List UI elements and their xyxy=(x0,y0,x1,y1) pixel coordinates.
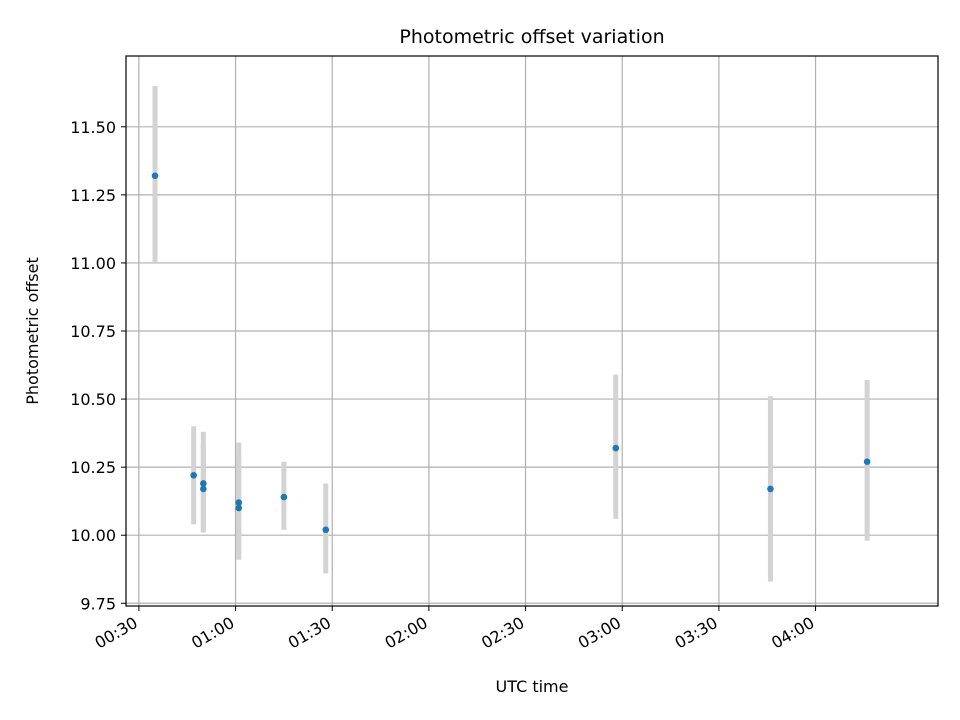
grid-lines xyxy=(126,56,938,606)
data-point xyxy=(235,504,243,512)
data-point xyxy=(235,499,243,506)
y-tick-label: 10.75 xyxy=(70,322,116,341)
y-tick-label: 10.50 xyxy=(70,390,116,409)
y-axis-label: Photometric offset xyxy=(23,257,42,405)
y-tick-label: 11.00 xyxy=(70,254,116,273)
data-point xyxy=(190,472,197,479)
y-tick-label: 10.25 xyxy=(70,458,116,477)
data-point xyxy=(863,458,871,465)
data-point xyxy=(767,485,774,493)
x-axis-label: UTC time xyxy=(496,677,569,696)
data-point xyxy=(612,444,620,452)
y-tick-label: 10.00 xyxy=(70,526,116,545)
data-point xyxy=(280,493,288,501)
data-point xyxy=(151,172,159,180)
y-tick-label: 9.75 xyxy=(80,594,116,613)
y-axis-ticks: 9.75 10.00 10.25 10.50 10.75 11.00 11.25 11.50 xyxy=(70,118,126,613)
y-tick-label: 11.25 xyxy=(70,186,116,205)
chart-title: Photometric offset variation xyxy=(399,26,664,48)
data-points xyxy=(151,172,871,534)
data-point xyxy=(200,480,207,487)
data-point xyxy=(322,526,330,534)
data-point xyxy=(200,485,207,493)
y-tick-label: 11.50 xyxy=(70,118,116,137)
